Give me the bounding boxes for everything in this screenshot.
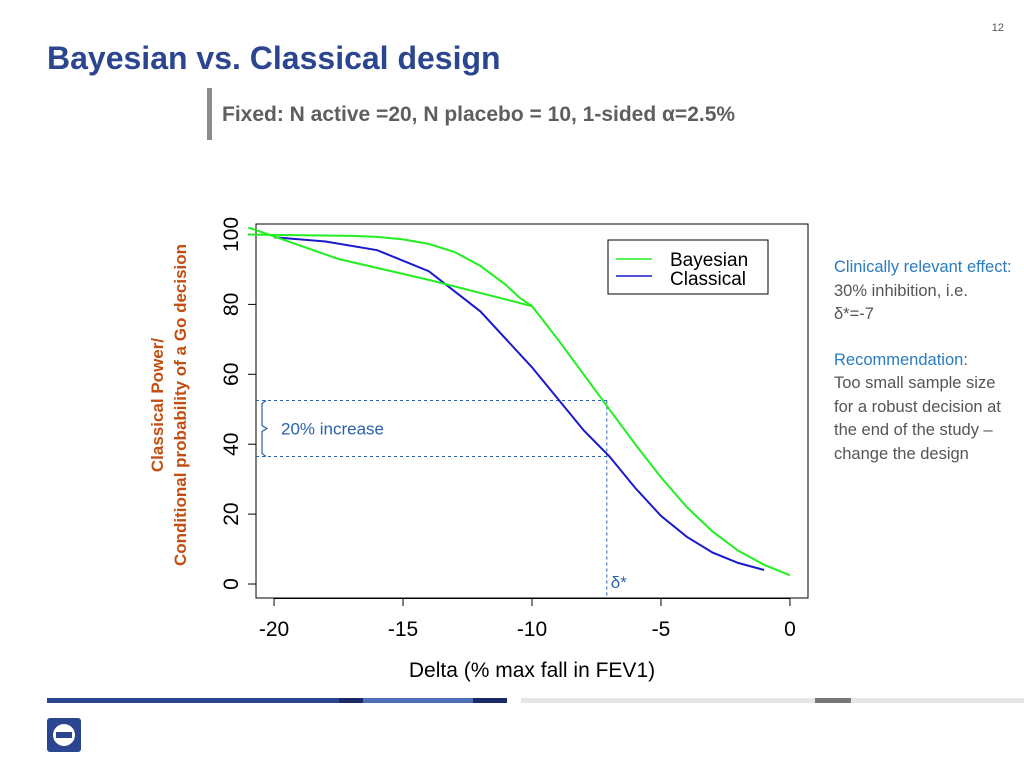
logo-mark xyxy=(53,724,75,746)
slide-title: Bayesian vs. Classical design xyxy=(47,40,501,76)
y-tick-label: 20 xyxy=(220,502,243,525)
increase-label: 20% increase xyxy=(281,419,384,438)
y-axis: 0 20 40 60 80 100 xyxy=(220,217,256,590)
footer-rule-gray xyxy=(815,698,851,703)
footer-rule-mid xyxy=(363,698,473,703)
delta-star-label: δ* xyxy=(611,573,627,592)
footer-rule-light-2 xyxy=(851,698,1024,703)
x-tick-label: -5 xyxy=(652,618,671,641)
x-axis: -20 -15 -10 -5 0 xyxy=(259,598,796,641)
footer-rule-navy xyxy=(47,698,339,703)
footer-rule-dark-2 xyxy=(473,698,507,703)
effect-heading: Clinically relevant effect: xyxy=(834,258,1012,276)
y-tick-label: 80 xyxy=(220,293,243,316)
effect-text-2: δ*=-7 xyxy=(834,305,874,323)
recommendation-note: Recommendation: Too small sample size fo… xyxy=(834,349,1014,467)
power-chart: -20 -15 -10 -5 0 0 20 40 60 80 100 Delta (% max f… xyxy=(148,217,809,682)
recommendation-text: Too small sample size for a robust decis… xyxy=(834,374,1001,463)
y-tick-label: 0 xyxy=(220,578,243,590)
legend-box xyxy=(607,239,769,295)
subtitle-accent-bar xyxy=(207,88,212,140)
y-tick-label: 40 xyxy=(220,433,243,456)
x-tick-label: 0 xyxy=(784,618,796,641)
x-axis-title: Delta (% max fall in FEV1) xyxy=(409,659,655,682)
increase-brace xyxy=(261,400,269,457)
legend-label-bayesian: Bayesian xyxy=(670,250,748,271)
footer-rule-dark xyxy=(339,698,363,703)
ucb-logo xyxy=(47,718,81,752)
legend: Bayesian Classical xyxy=(607,239,769,295)
x-tick-label: -10 xyxy=(517,618,547,641)
effect-text-1: 30% inhibition, i.e. xyxy=(834,281,968,300)
effect-note: Clinically relevant effect: 30% inhibiti… xyxy=(834,256,1014,327)
y-tick-label: 60 xyxy=(220,363,243,386)
side-notes: Clinically relevant effect: 30% inhibiti… xyxy=(834,256,1014,488)
x-tick-label: -20 xyxy=(259,618,289,641)
footer-rule-light xyxy=(521,698,815,703)
series-group xyxy=(247,226,791,577)
y-axis-title-line-2: Conditional probability of a Go decision xyxy=(171,244,190,566)
y-axis-title-line-1: Classical Power/ xyxy=(148,338,167,472)
page-number: 12 xyxy=(991,22,1004,34)
y-tick-label: 100 xyxy=(220,217,243,252)
legend-label-classical: Classical xyxy=(670,269,746,290)
series-line-bayesian xyxy=(248,233,791,577)
chart-annotations: 20% increase δ* xyxy=(256,400,627,598)
series-line-bayesian-chord xyxy=(247,226,533,308)
series-line-classical xyxy=(274,236,765,571)
recommendation-colon: : xyxy=(963,350,968,369)
x-tick-label: -15 xyxy=(388,618,418,641)
slide-subtitle: Fixed: N active =20, N placebo = 10, 1-s… xyxy=(222,103,736,126)
recommendation-heading: Recommendation xyxy=(834,350,964,369)
